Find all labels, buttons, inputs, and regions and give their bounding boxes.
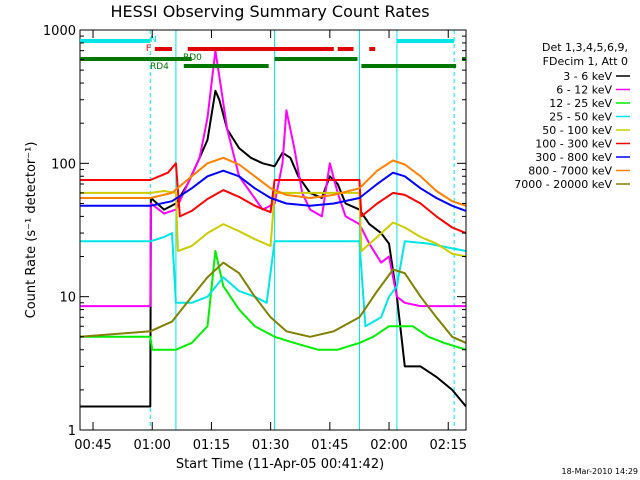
legend-label-0: 3 - 6 keV: [563, 70, 612, 83]
y-tick-label-0: 1: [68, 424, 76, 439]
x-tick-label-0: 00:45: [74, 438, 111, 453]
legend-header-decimation: FDecim 1, Att 0: [543, 55, 628, 68]
x-tick-label-6: 02:15: [430, 438, 467, 453]
plot-area: [79, 30, 467, 430]
y-tick-label-2: 100: [51, 157, 76, 172]
x-axis-label: Start Time (11-Apr-05 00:41:42): [176, 457, 384, 472]
y-axis: 1 10 100 1000: [43, 24, 466, 439]
x-tick-label-4: 01:45: [311, 438, 348, 453]
series-line-5: [80, 162, 467, 235]
legend-label-6: 300 - 800 keV: [535, 151, 612, 164]
legend-label-5: 100 - 300 keV: [535, 138, 612, 151]
x-tick-label-2: 01:15: [193, 438, 230, 453]
flag-label-rd0: RD0: [183, 53, 202, 63]
legend-label-7: 800 - 7000 keV: [528, 165, 612, 178]
legend-label-8: 7000 - 20000 keV: [514, 178, 612, 191]
y-tick-label-3: 1000: [43, 24, 76, 39]
series-line-3: [80, 232, 467, 328]
series-line-2: [80, 250, 467, 351]
x-tick-label-3: 01:30: [252, 438, 289, 453]
plot-frame: [79, 29, 467, 431]
flag-label-rd4: RD4: [150, 62, 169, 72]
footer-timestamp: 18-Mar-2010 14:29: [562, 467, 639, 476]
flag-label-f: F: [146, 44, 151, 54]
x-axis: 00:45 01:00 01:15 01:30 01:45 02:00 02:15: [74, 30, 467, 453]
x-tick-label-1: 01:00: [133, 438, 170, 453]
series-line-6: [80, 169, 467, 212]
series-line-1: [80, 49, 466, 308]
legend-label-1: 6 - 12 keV: [556, 84, 612, 97]
x-tick-label-5: 02:00: [370, 438, 407, 453]
y-axis-label: Count Rate (s⁻¹ detector⁻¹): [24, 142, 39, 319]
legend-label-2: 12 - 25 keV: [549, 97, 612, 110]
series-line-8: [79, 261, 467, 344]
legend: Det 1,3,4,5,6,9, FDecim 1, Att 0 3 - 6 k…: [514, 41, 630, 191]
legend-label-3: 25 - 50 keV: [549, 111, 612, 124]
flag-bars: NF RD0 RD4: [80, 35, 466, 72]
legend-label-4: 50 - 100 keV: [542, 124, 612, 137]
legend-header-detectors: Det 1,3,4,5,6,9,: [542, 41, 628, 54]
chart-title: HESSI Observing Summary Count Rates: [110, 2, 429, 21]
flag-label-n: N: [150, 35, 157, 45]
y-tick-label-1: 10: [59, 291, 76, 306]
series-line-4: [80, 190, 467, 258]
series-line-7: [80, 156, 467, 207]
